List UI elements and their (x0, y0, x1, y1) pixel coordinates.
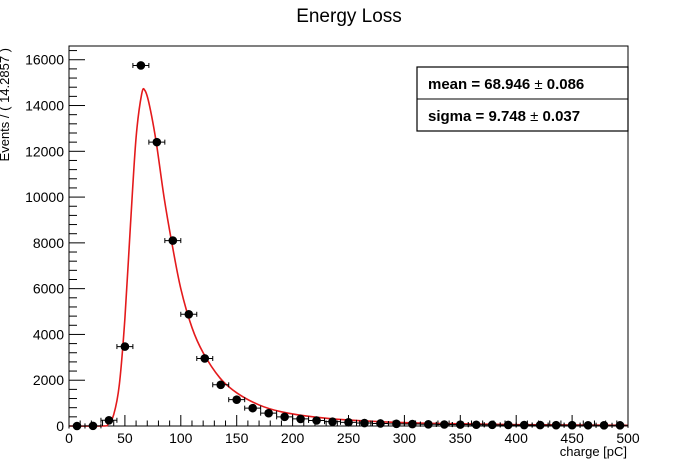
y-tick-label: 4000 (33, 326, 64, 342)
data-point (435, 420, 453, 429)
data-marker (519, 420, 529, 430)
data-marker (232, 395, 241, 404)
x-tick-label: 300 (393, 430, 417, 446)
data-marker (216, 380, 226, 390)
x-tick-label: 200 (281, 430, 305, 446)
y-tick-label: 10000 (25, 189, 64, 205)
y-tick-label: 16000 (25, 52, 64, 68)
data-marker (200, 354, 210, 363)
data-point (132, 61, 150, 70)
x-tick-label: 400 (505, 430, 529, 446)
data-marker (583, 420, 593, 430)
data-marker (280, 412, 289, 422)
data-marker (328, 417, 337, 426)
data-marker (599, 421, 609, 430)
data-point (419, 419, 437, 429)
x-tick-label: 150 (225, 430, 249, 446)
data-marker (471, 420, 481, 430)
data-marker (376, 419, 385, 428)
data-marker (120, 342, 130, 351)
data-point (531, 420, 549, 430)
data-point (499, 420, 517, 430)
data-point (164, 236, 182, 245)
stats-sigma: sigma = 9.748 ± 0.037 (428, 108, 580, 125)
data-point (467, 420, 485, 430)
data-point (308, 416, 326, 425)
data-point (228, 395, 246, 404)
data-point (387, 419, 405, 429)
x-axis-label: charge [pC] (560, 444, 627, 459)
data-marker (152, 137, 162, 147)
data-point (244, 403, 262, 413)
data-marker (440, 420, 449, 429)
data-point (483, 420, 501, 430)
x-tick-label: 450 (560, 430, 584, 446)
y-axis-label: Events / ( 14.2857 ) (0, 48, 12, 161)
chart-title: Energy Loss (296, 6, 402, 27)
data-marker (535, 420, 545, 430)
data-point (595, 421, 613, 430)
fit-curve (68, 87, 629, 427)
data-marker (360, 418, 369, 428)
data-point (148, 137, 166, 147)
x-tick-label: 50 (117, 430, 133, 446)
data-marker (296, 414, 305, 424)
data-point (515, 420, 533, 430)
data-point (579, 420, 597, 430)
fit-curve-line (68, 87, 629, 427)
x-axis-ticks: 0 50 100 150 200 250 300 350 400 450 500 (65, 415, 640, 446)
data-point (116, 342, 134, 351)
data-marker (615, 421, 625, 430)
data-marker (104, 415, 114, 425)
data-marker (424, 419, 433, 429)
data-marker (168, 236, 178, 245)
data-point (403, 419, 421, 429)
data-marker (184, 309, 194, 319)
data-marker (551, 420, 561, 430)
x-tick-label: 350 (449, 430, 473, 446)
stats-box: mean = 68.946 ± 0.086 sigma = 9.748 ± 0.0… (416, 66, 629, 132)
data-marker (503, 420, 513, 430)
x-tick-label: 0 (65, 430, 73, 446)
data-point (324, 417, 342, 426)
stats-mean: mean = 68.946 ± 0.086 (428, 76, 584, 93)
data-marker (264, 408, 273, 418)
data-marker (88, 421, 98, 431)
data-marker (312, 416, 321, 425)
data-point (100, 415, 118, 425)
data-marker (487, 420, 497, 430)
data-points (68, 61, 629, 431)
data-marker (408, 419, 417, 429)
data-point (84, 421, 102, 431)
data-point (547, 420, 565, 430)
y-tick-label: 14000 (25, 98, 64, 114)
data-point (611, 421, 629, 430)
y-tick-label: 0 (56, 418, 64, 434)
data-point (180, 309, 198, 319)
data-marker (392, 419, 401, 429)
y-tick-label: 8000 (33, 235, 64, 251)
y-tick-label: 12000 (25, 143, 64, 159)
y-axis-ticks: 0 2000 4000 6000 8000 10000 12000 14000 16000 (25, 50, 85, 434)
x-tick-label: 500 (616, 430, 640, 446)
y-tick-label: 2000 (33, 372, 64, 388)
x-tick-label: 250 (337, 430, 361, 446)
y-tick-label: 6000 (33, 281, 64, 297)
x-tick-label: 100 (169, 430, 193, 446)
data-marker (248, 403, 257, 413)
data-marker (136, 61, 146, 70)
data-point (212, 380, 230, 390)
data-point (196, 354, 214, 363)
